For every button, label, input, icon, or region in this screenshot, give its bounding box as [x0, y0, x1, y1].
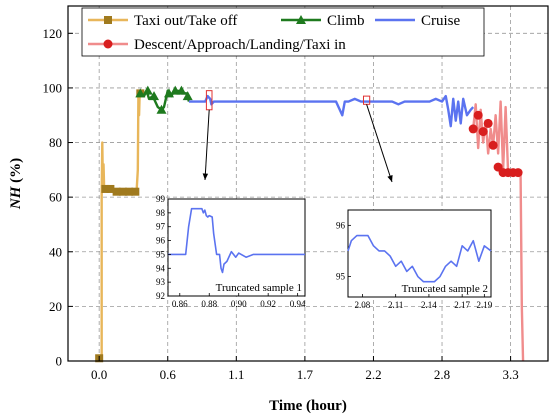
data-point: [163, 88, 174, 98]
inset-x-tick-label: 2.11: [388, 300, 403, 310]
inset-y-tick-label: 94: [156, 263, 166, 273]
data-point: [468, 124, 478, 134]
data-point: [176, 85, 187, 95]
inset-series-line: [347, 234, 492, 283]
data-point: [149, 91, 160, 101]
y-tick-label: 0: [56, 354, 63, 369]
inset-1: 0.86 0.88 0.90 0.92 0.94 92 93 94 95 96 97 98 99 Trun…: [156, 194, 306, 309]
legend: Taxi out/Take off Climb Cruise Descent/Appr…: [81, 7, 485, 57]
inset-x-tick-label: 2.08: [355, 300, 371, 310]
data-point: [182, 91, 193, 101]
data-point: [142, 85, 153, 95]
inset-x-tick-label: 0.90: [231, 299, 247, 309]
inset-y-tick-label: 95: [336, 272, 346, 282]
y-tick-label: 60: [49, 190, 62, 205]
inset-x-tick-label: 2.17: [454, 300, 470, 310]
inset-y-tick-label: 99: [156, 194, 166, 204]
inset-y-tick-label: 98: [156, 208, 166, 218]
inset-y-tick-label: 92: [156, 291, 165, 301]
data-point: [106, 184, 115, 193]
inset-frame: [347, 209, 492, 298]
legend-label: Cruise: [421, 13, 461, 29]
legend-entry: Taxi out/Take off: [88, 13, 237, 29]
y-tick-label: 20: [49, 299, 62, 314]
x-axis-title: Time (hour): [269, 398, 347, 414]
x-tick-label: 3.3: [502, 367, 518, 382]
data-point: [135, 88, 146, 98]
legend-label: Descent/Approach/Landing/Taxi in: [134, 37, 346, 53]
data-point: [101, 184, 110, 193]
inset-x-tick-label: 0.92: [260, 299, 276, 309]
inset-y-tick-label: 95: [156, 249, 166, 259]
y-tick-label: 100: [43, 80, 63, 95]
data-point: [103, 39, 113, 49]
data-point: [104, 16, 112, 24]
x-tick-label: 0.6: [160, 367, 177, 382]
inset-label: Truncated sample 2: [402, 283, 488, 295]
data-point: [478, 127, 488, 137]
legend-entry: Descent/Approach/Landing/Taxi in: [88, 37, 346, 53]
inset-series-line: [168, 207, 305, 274]
data-point: [112, 187, 121, 196]
inset-y-tick-label: 96: [156, 236, 166, 246]
legend-entry: Cruise: [375, 13, 461, 29]
inset-y-tick-label: 93: [156, 277, 166, 287]
x-tick-label: 2.8: [434, 367, 450, 382]
inset-2: 2.08 2.11 2.14 2.17 2.19 95 96 Truncated sample…: [336, 209, 493, 310]
zoom-boxes: [202, 90, 393, 183]
x-tick-label: 0.0: [91, 367, 107, 382]
inset-y-tick-label: 96: [336, 220, 346, 230]
data-point: [156, 104, 167, 114]
zoom-arrowhead-2: [387, 175, 393, 182]
data-point: [483, 118, 493, 128]
zoom-arrowhead-1: [202, 173, 209, 180]
inset-x-tick-label: 0.86: [172, 299, 188, 309]
inset-x-tick-label: 0.88: [201, 299, 217, 309]
series-climb: [135, 85, 193, 114]
inset-y-tick-label: 97: [156, 222, 166, 232]
data-point: [488, 140, 498, 150]
data-point: [473, 110, 483, 120]
series-descent-approach-landing-taxi-in: [468, 100, 525, 362]
y-tick-label: 120: [43, 26, 63, 41]
legend-entry: Climb: [281, 13, 365, 29]
data-point: [131, 187, 140, 196]
y-tick-label: 80: [49, 135, 62, 150]
inset-x-tick-label: 2.19: [476, 300, 492, 310]
x-tick-label: 1.7: [297, 367, 314, 382]
inset-x-tick-label: 2.14: [421, 300, 437, 310]
plot-frame: [67, 5, 549, 362]
zoom-arrow-1: [204, 109, 210, 181]
legend-box: [81, 7, 485, 57]
y-tick-label: 40: [49, 244, 62, 259]
inset-x-tick-label: 0.94: [290, 299, 306, 309]
series-cruise: [188, 94, 475, 128]
series-line: [188, 94, 475, 128]
y-axis-title-variable: NH: [8, 185, 24, 210]
data-point: [118, 187, 127, 196]
data-point: [513, 168, 523, 178]
data-point: [296, 15, 306, 24]
y-axis-title-unit: (%): [8, 158, 24, 187]
legend-label: Taxi out/Take off: [134, 13, 237, 29]
x-tick-label: 2.2: [365, 367, 381, 382]
y-axis-title: NH (%): [8, 158, 24, 210]
x-tick-label: 1.1: [228, 367, 244, 382]
axes: 0.0 0.6 1.1 1.7 2.2 2.8 3.3 0 20 40 60 80 100 120: [43, 5, 549, 382]
legend-label: Climb: [327, 13, 365, 29]
data-point: [125, 187, 134, 196]
inset-label: Truncated sample 1: [216, 282, 302, 294]
zoom-arrow-2: [366, 104, 393, 183]
insets: 0.86 0.88 0.90 0.92 0.94 92 93 94 95 96 97 98 99 Trun…: [156, 194, 493, 310]
